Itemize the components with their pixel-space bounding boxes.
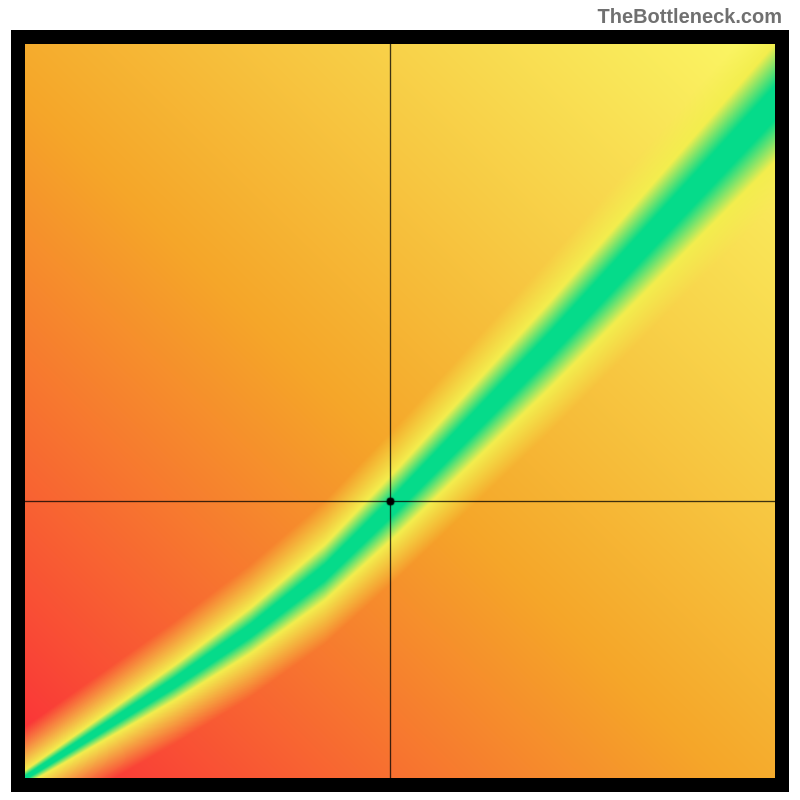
chart-container: TheBottleneck.com	[0, 0, 800, 800]
frame-bottom	[11, 778, 789, 792]
watermark-text: TheBottleneck.com	[598, 6, 782, 29]
frame-left	[11, 30, 25, 792]
heatmap-plot	[25, 44, 775, 778]
frame-right	[775, 30, 789, 792]
frame-top	[11, 30, 789, 44]
